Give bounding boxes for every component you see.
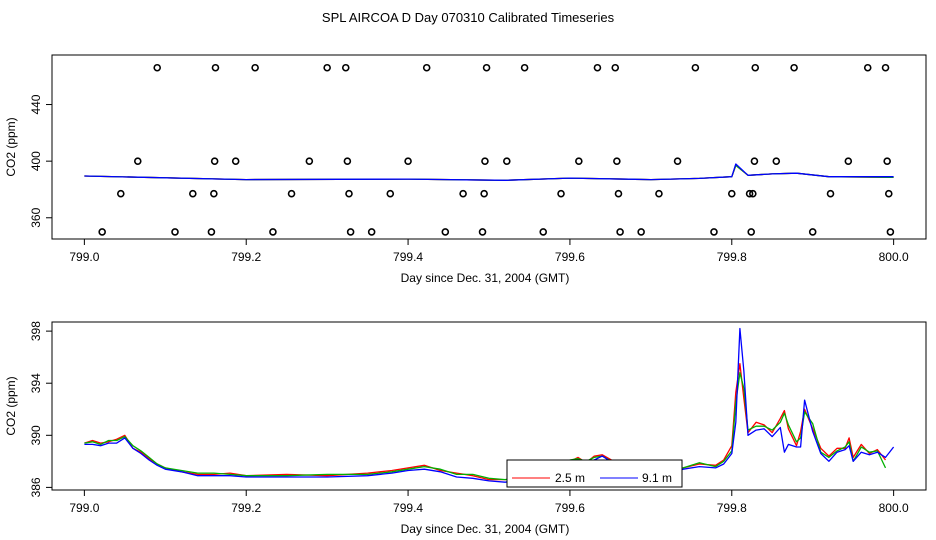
- x-tick-label: 799.2: [231, 501, 261, 515]
- x-tick-label: 799.8: [717, 501, 747, 515]
- calibration-point: [808, 228, 817, 236]
- calibration-point: [207, 228, 216, 236]
- calibration-point: [210, 157, 219, 165]
- series-line-9-1-m: [84, 327, 895, 483]
- calibration-point: [691, 63, 700, 72]
- calibration-point: [884, 189, 893, 198]
- y-tick-label: 394: [29, 373, 43, 393]
- calibration-point: [133, 157, 142, 165]
- calibration-point: [616, 228, 624, 236]
- calibration-point: [772, 157, 781, 165]
- panel-bottom: 386 390 394 398 799.0 799.2 799.4 799.6 799.8 80…: [4, 321, 927, 536]
- calibration-point: [251, 63, 259, 72]
- series-line-2-5-m: [84, 363, 887, 481]
- calibration-point: [749, 189, 757, 198]
- calibration-point: [171, 228, 179, 236]
- calibration-point: [346, 228, 355, 236]
- legend-box: [506, 459, 683, 488]
- calibration-point: [269, 228, 277, 236]
- x-tick-label: 799.6: [555, 501, 585, 515]
- y-tick-label: 390: [29, 425, 43, 445]
- calibration-point: [341, 63, 350, 72]
- plot-frame-bottom: [51, 321, 927, 491]
- calibration-point: [287, 189, 296, 198]
- calibration-point: [747, 228, 756, 236]
- calibration-point: [710, 228, 718, 236]
- calibration-point: [611, 63, 620, 72]
- calibration-point: [404, 157, 412, 165]
- calibration-point: [189, 189, 197, 198]
- calibration-point: [727, 189, 736, 198]
- calibration-point: [655, 189, 663, 198]
- calibration-point: [673, 157, 682, 165]
- y-tick-label: 398: [29, 321, 43, 341]
- calibration-point: [593, 63, 602, 72]
- calibration-point: [539, 228, 548, 236]
- x-tick-label: 799.4: [393, 250, 423, 264]
- calibration-point: [614, 189, 623, 198]
- calibration-point: [367, 228, 376, 236]
- calibration-point: [343, 157, 352, 165]
- legend: 2.5 m 9.1 m: [506, 459, 683, 488]
- calibration-point: [386, 189, 395, 198]
- calibration-point: [751, 63, 760, 72]
- x-tick-label: 800.0: [879, 250, 909, 264]
- calibration-point: [750, 157, 759, 165]
- x-tick-label: 799.4: [393, 501, 423, 515]
- plot-frame-top: [51, 54, 927, 240]
- calibration-point: [345, 189, 353, 198]
- calibration-point: [863, 63, 872, 72]
- calibration-point: [575, 157, 583, 165]
- calibration-point: [613, 157, 621, 165]
- series-line-mid: [84, 372, 887, 481]
- x-axis-label-top: Day since Dec. 31, 2004 (GMT): [401, 271, 570, 285]
- y-axis-label-top: CO2 (ppm): [4, 117, 18, 176]
- calibration-point: [305, 157, 314, 165]
- calibration-point: [323, 63, 331, 72]
- calibration-point: [482, 63, 491, 72]
- calibration-point: [886, 228, 895, 236]
- calibration-point: [478, 228, 487, 236]
- calibration-point: [441, 228, 450, 236]
- calibration-point: [826, 189, 835, 198]
- calibration-point: [98, 228, 106, 236]
- y-tick-label: 386: [29, 477, 43, 497]
- x-tick-label: 799.0: [69, 250, 99, 264]
- calibration-point: [881, 63, 890, 72]
- calibration-point: [520, 63, 529, 72]
- calibration-point: [211, 63, 220, 72]
- x-tick-label: 799.2: [231, 250, 261, 264]
- panel-top: 360 400 440 799.0 799.2 799.4 799.6 799.8 800.0…: [4, 54, 927, 285]
- calibration-point: [153, 63, 162, 72]
- x-tick-label: 799.0: [69, 501, 99, 515]
- calibration-point: [459, 189, 467, 198]
- calibration-point: [481, 157, 489, 165]
- legend-label-2-5m: 2.5 m: [555, 471, 585, 485]
- calibration-point: [422, 63, 431, 72]
- calibration-point: [637, 228, 645, 236]
- calibration-point: [557, 189, 565, 198]
- x-tick-label: 799.6: [555, 250, 585, 264]
- calibration-point: [480, 189, 488, 198]
- calibration-point: [503, 157, 511, 165]
- series-line-overlay-blue: [84, 163, 894, 181]
- x-tick-label: 800.0: [879, 501, 909, 515]
- calibration-point: [231, 157, 240, 165]
- legend-label-9-1m: 9.1 m: [642, 471, 672, 485]
- figure-title: SPL AIRCOA D Day 070310 Calibrated Times…: [321, 10, 615, 25]
- calibration-point: [883, 157, 891, 165]
- calibration-point: [116, 189, 125, 198]
- calibration-point: [745, 189, 754, 198]
- y-tick-label: 400: [29, 151, 43, 171]
- x-axis-label-bottom: Day since Dec. 31, 2004 (GMT): [401, 522, 570, 536]
- y-tick-label: 440: [29, 94, 43, 114]
- y-axis-label-bottom: CO2 (ppm): [4, 376, 18, 435]
- calibration-point: [844, 157, 853, 165]
- calibration-point: [790, 63, 798, 72]
- x-tick-label: 799.8: [717, 250, 747, 264]
- y-tick-label: 360: [29, 207, 43, 227]
- calibration-point: [210, 189, 218, 198]
